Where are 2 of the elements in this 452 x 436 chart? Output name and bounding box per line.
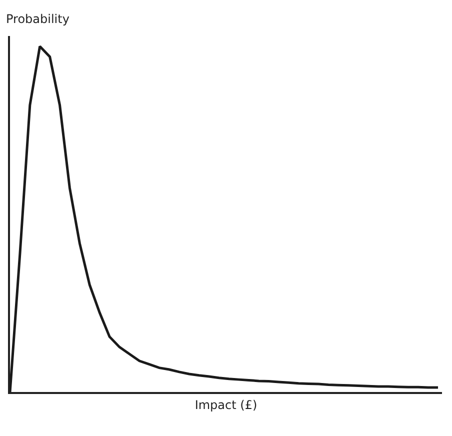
x-axis-title: Impact (£) [194, 398, 258, 412]
y-axis-title: Probability [6, 12, 70, 26]
